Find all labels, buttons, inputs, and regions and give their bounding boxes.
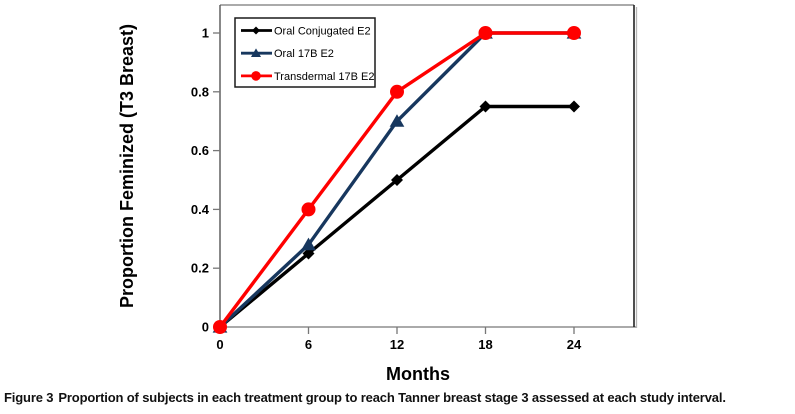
y-tick-label: 0 — [202, 320, 209, 335]
figure-caption: Figure 3 Proportion of subjects in each t… — [4, 390, 726, 405]
data-point — [302, 247, 315, 260]
y-tick-label: 0.8 — [191, 84, 209, 99]
data-point — [389, 114, 405, 127]
series-oral-conjugated-e2 — [214, 100, 580, 333]
y-tick-label: 0.6 — [191, 143, 209, 158]
data-point — [390, 84, 404, 99]
circle-marker-icon — [251, 71, 261, 81]
data-point — [479, 100, 492, 113]
legend-item-label: Transdermal 17B E2 — [274, 71, 374, 83]
figure-caption-text: Proportion of subjects in each treatment… — [58, 390, 726, 405]
chart-canvas: Months Proportion Feminized (T3 Breast) … — [117, 4, 638, 384]
y-tick-label: 0.4 — [191, 202, 210, 217]
data-point — [391, 174, 403, 186]
figure-caption-label: Figure 3 — [4, 390, 54, 405]
legend-item: Oral 17B E2 — [241, 48, 334, 60]
legend-item: Transdermal 17B E2 — [241, 71, 374, 83]
x-axis-title: Months — [386, 364, 450, 384]
x-tick-label: 0 — [216, 337, 223, 352]
x-tick-label: 24 — [567, 337, 582, 352]
x-tick-label: 12 — [390, 337, 404, 352]
triangle-marker-icon — [250, 48, 262, 58]
data-point — [567, 26, 581, 40]
plot-area — [219, 4, 638, 328]
data-point — [478, 26, 493, 40]
legend-item-label: Oral Conjugated E2 — [274, 26, 371, 38]
y-tick-label: 1 — [202, 26, 209, 41]
data-point — [213, 320, 227, 334]
y-axis-title: Proportion Feminized (T3 Breast) — [117, 24, 137, 308]
data-point — [568, 100, 580, 113]
x-tick-label: 6 — [305, 337, 312, 352]
legend-item: Oral Conjugated E2 — [241, 26, 371, 38]
y-tick-label: 0.2 — [191, 261, 209, 276]
legend: Oral Conjugated E2 Oral 17B E2 Transdermal… — [234, 17, 376, 88]
diamond-marker-icon — [252, 26, 260, 35]
data-point — [301, 237, 316, 251]
series-transdermal-17b-e2 — [213, 26, 581, 334]
x-tick-label: 18 — [478, 337, 492, 352]
legend-item-label: Oral 17B E2 — [274, 48, 334, 60]
data-point — [301, 202, 316, 217]
axis-ticks: 0 0.2 0.4 0.6 0.8 1 0 6 12 18 24 — [191, 26, 582, 353]
series-line — [218, 104, 574, 329]
